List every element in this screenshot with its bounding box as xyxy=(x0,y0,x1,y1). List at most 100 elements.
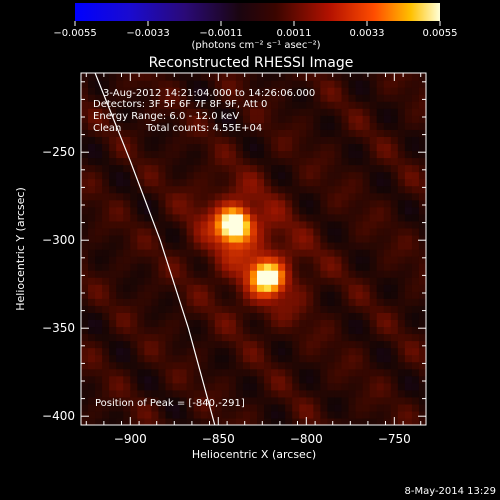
heatmap-cell xyxy=(334,94,343,102)
heatmap-cell xyxy=(207,368,216,377)
heatmap-cell xyxy=(299,227,307,236)
heatmap-cell xyxy=(214,270,223,278)
y-tick-label: −300 xyxy=(42,233,75,247)
heatmap-cell xyxy=(285,410,293,419)
heatmap-cell xyxy=(292,122,300,130)
y-tick-label: −250 xyxy=(42,145,75,159)
heatmap-cell xyxy=(95,129,103,137)
heatmap-cell xyxy=(102,150,110,159)
heatmap-cell xyxy=(193,417,202,425)
heatmap-cell xyxy=(165,382,174,391)
heatmap-cell xyxy=(116,80,124,88)
heatmap-cell xyxy=(271,171,279,180)
heatmap-cell xyxy=(172,171,181,180)
heatmap-cell xyxy=(165,227,174,236)
heatmap-cell xyxy=(165,241,174,250)
heatmap-cell xyxy=(81,108,89,116)
heatmap-cell xyxy=(221,136,230,144)
heatmap-cell xyxy=(207,389,216,398)
heatmap-cell xyxy=(88,417,96,425)
heatmap-cell xyxy=(355,108,364,116)
heatmap-cell xyxy=(257,361,265,370)
heatmap-cell xyxy=(179,263,188,271)
heatmap-cell xyxy=(88,347,96,356)
heatmap-cell xyxy=(116,354,124,363)
heatmap-cell xyxy=(179,417,188,425)
heatmap-cell xyxy=(242,263,251,271)
heatmap-cell xyxy=(116,410,124,419)
heatmap-cell xyxy=(193,326,202,335)
heatmap-cell xyxy=(186,220,195,229)
heatmap-cell xyxy=(242,382,251,391)
heatmap-cell xyxy=(327,263,336,271)
heatmap-cell xyxy=(116,326,124,335)
heatmap-cell xyxy=(411,249,420,257)
heatmap-cell xyxy=(130,249,138,257)
heatmap-cell xyxy=(221,298,230,306)
heatmap-cell xyxy=(95,389,103,398)
heatmap-cell xyxy=(306,129,314,137)
heatmap-cell xyxy=(172,185,181,194)
heatmap-cell xyxy=(193,312,202,320)
heatmap-cell xyxy=(193,410,202,419)
heatmap-cell xyxy=(158,368,167,377)
heatmap-cell xyxy=(137,284,145,292)
heatmap-cell xyxy=(404,410,413,419)
heatmap-cell xyxy=(257,291,265,299)
heatmap-cell xyxy=(327,192,336,201)
heatmap-cell xyxy=(292,396,300,405)
heatmap-cell xyxy=(411,326,420,335)
heatmap-cell xyxy=(292,94,300,102)
heatmap-cell xyxy=(271,417,279,425)
heatmap-cell xyxy=(369,305,378,313)
heatmap-cell xyxy=(348,136,357,144)
heatmap-cell xyxy=(418,326,426,335)
heatmap-cell xyxy=(193,199,202,208)
heatmap-cell xyxy=(376,410,385,419)
heatmap-cell xyxy=(193,129,202,137)
heatmap-cell xyxy=(327,185,336,194)
heatmap-cell xyxy=(228,291,237,299)
heatmap-cell xyxy=(88,122,96,130)
heatmap-cell xyxy=(313,389,321,398)
heatmap-cell xyxy=(95,94,103,102)
heatmap-cell xyxy=(102,347,110,356)
heatmap-cell xyxy=(186,178,195,187)
heatmap-cell xyxy=(102,319,110,328)
heatmap-cell xyxy=(235,312,244,320)
heatmap-cell xyxy=(109,227,117,236)
heatmap-cell xyxy=(242,143,251,152)
heatmap-cell xyxy=(102,108,110,116)
heatmap-cell xyxy=(165,199,174,208)
heatmap-cell xyxy=(404,73,413,81)
heatmap-cell xyxy=(200,129,209,137)
heatmap-cell xyxy=(257,368,265,377)
heatmap-cell xyxy=(207,192,216,201)
solar-limb-curve xyxy=(94,73,216,425)
heatmap-cell xyxy=(362,312,371,320)
heatmap-cell xyxy=(313,417,321,425)
heatmap-cell xyxy=(214,354,223,363)
heatmap-cell xyxy=(221,122,230,130)
heatmap-cell xyxy=(186,185,195,194)
heatmap-cell xyxy=(81,326,89,335)
heatmap-cell xyxy=(242,389,251,398)
heatmap-cell xyxy=(390,291,399,299)
heatmap-cell xyxy=(200,354,209,363)
heatmap-cell xyxy=(320,150,329,159)
heatmap-cell xyxy=(397,417,406,425)
heatmap-cell xyxy=(369,298,378,306)
heatmap-cell xyxy=(228,389,237,398)
heatmap-cell xyxy=(313,298,321,306)
heatmap-cell xyxy=(200,136,209,144)
heatmap-cell xyxy=(95,115,103,123)
heatmap-cell xyxy=(207,375,216,384)
heatmap-cell xyxy=(278,213,286,222)
heatmap-cell xyxy=(278,319,286,328)
heatmap-cell xyxy=(186,143,195,152)
heatmap-cell xyxy=(88,164,96,173)
heatmap-cell xyxy=(179,101,188,109)
heatmap-cell xyxy=(81,122,89,130)
heatmap-cell xyxy=(327,234,336,243)
heatmap-cell xyxy=(320,354,329,363)
